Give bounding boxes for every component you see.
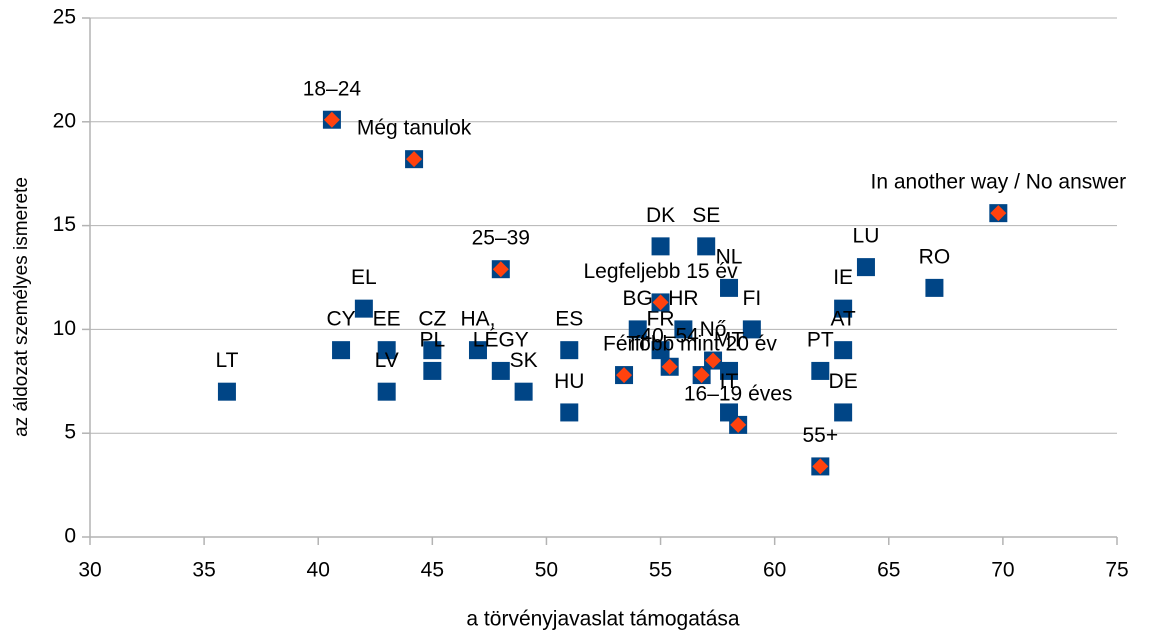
point-label: Férfi (603, 333, 645, 356)
point-label: RO (919, 245, 951, 268)
x-tick-label: 60 (763, 559, 786, 582)
point (377, 382, 396, 401)
point-label: IT (720, 370, 739, 393)
point (423, 361, 442, 380)
point-label: LÉGY (473, 328, 529, 351)
y-tick-label: 10 (53, 317, 76, 340)
point (492, 261, 509, 278)
point-label: 25–39 (472, 227, 530, 250)
point-label: CZ (418, 308, 446, 331)
point (730, 416, 747, 433)
x-tick-label: 30 (78, 559, 101, 582)
point (406, 151, 423, 168)
point (468, 341, 487, 360)
point (661, 358, 678, 375)
point-label: HA, (460, 308, 495, 331)
point (720, 361, 739, 380)
point (323, 111, 340, 128)
point (354, 299, 373, 318)
point (514, 382, 533, 401)
point-label: BG (623, 287, 653, 310)
x-tick-label: 45 (421, 559, 444, 582)
point-label: DE (829, 370, 858, 393)
point-label: 55+ (802, 424, 838, 447)
x-tick-label: 50 (535, 559, 558, 582)
point-label: EL (351, 266, 377, 289)
point-label: 16–19 éves (684, 382, 793, 405)
point-label: IE (833, 266, 853, 289)
point (811, 361, 830, 380)
point-label: Több mint 20 év (626, 333, 777, 356)
point (925, 278, 944, 297)
point (652, 294, 669, 311)
point (812, 458, 829, 475)
point-label: PT (807, 328, 834, 351)
point (856, 258, 875, 277)
point (332, 341, 351, 360)
x-tick-label: 40 (307, 559, 330, 582)
point-label: DK (646, 204, 675, 227)
y-tick-label: 0 (64, 525, 76, 548)
point (834, 403, 853, 422)
point-label: LV (375, 349, 399, 372)
point (834, 299, 853, 318)
point-label: Még tanulok (357, 117, 472, 140)
point (651, 341, 670, 360)
point-label: LU (853, 225, 880, 248)
y-tick-label: 25 (53, 6, 76, 29)
y-tick-label: 5 (64, 421, 76, 444)
point (423, 341, 442, 360)
x-axis-label: a törvényjavaslat támogatása (466, 608, 739, 631)
point (693, 367, 710, 384)
x-tick-label: 70 (991, 559, 1014, 582)
point-label: AT (830, 308, 855, 331)
point (651, 237, 670, 256)
point-label: FI (743, 287, 762, 310)
point-label: 40–54 (640, 324, 699, 347)
point-label: In another way / No answer (871, 171, 1127, 194)
y-axis-label: az áldozat személyes ismerete (11, 177, 32, 437)
point-label: FR (647, 308, 675, 331)
x-tick-label: 75 (1105, 559, 1128, 582)
point (742, 320, 761, 339)
point-label: LT (215, 349, 238, 372)
point-label: HU (554, 370, 584, 393)
y-tick-label: 20 (53, 109, 76, 132)
point-label: CY (326, 308, 355, 331)
point (834, 341, 853, 360)
point (990, 205, 1007, 222)
point (705, 352, 722, 369)
point (674, 320, 693, 339)
point-label: PL (419, 328, 445, 351)
point (628, 320, 647, 339)
point-label: 18–24 (303, 77, 362, 100)
point (491, 361, 510, 380)
point (217, 382, 236, 401)
point-label: SE (692, 204, 720, 227)
point (560, 403, 579, 422)
x-tick-label: 35 (192, 559, 215, 582)
point-label: EE (373, 308, 401, 331)
point (616, 367, 633, 384)
point (377, 341, 396, 360)
x-tick-label: 65 (877, 559, 900, 582)
point (560, 341, 579, 360)
point-label: SK (510, 349, 538, 372)
point-label: NL (716, 245, 743, 268)
point-label: Nő (700, 318, 727, 341)
point-label: HR (668, 287, 698, 310)
point (720, 278, 739, 297)
point-label: ES (555, 308, 583, 331)
point-label: Legfeljebb 15 év (583, 260, 738, 283)
x-tick-label: 55 (649, 559, 672, 582)
point-label: MT (714, 328, 744, 351)
point (697, 237, 716, 256)
y-tick-label: 15 (53, 213, 76, 236)
